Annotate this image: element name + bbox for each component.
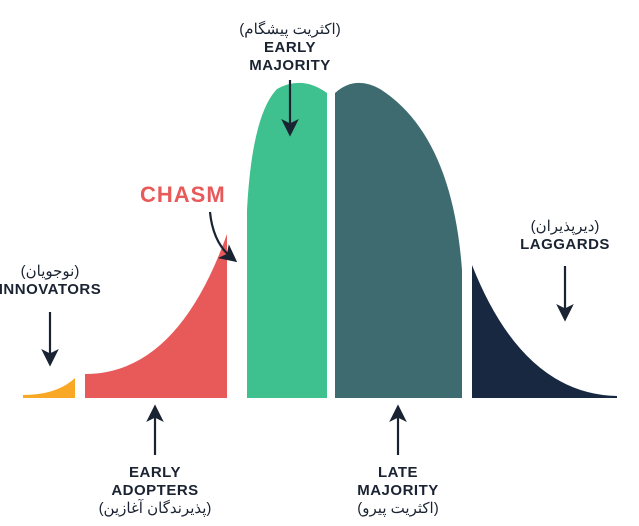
label-early-adopters: EARLYADOPTERS (پذیرندگان آغازین) — [65, 464, 245, 518]
segment-innovators — [23, 378, 75, 398]
chasm-text: CHASM — [140, 182, 226, 207]
chasm-label: CHASM — [140, 182, 226, 208]
segment-early_adopters — [85, 234, 227, 398]
segment-laggards — [472, 265, 617, 398]
segment-early_majority — [247, 83, 327, 398]
label-late-majority: LATEMAJORITY (اکثریت پیرو) — [323, 464, 473, 518]
label-innovators-english: INNOVATORS — [0, 281, 110, 299]
label-laggards-persian: (دیرپذیران) — [500, 218, 630, 236]
label-laggards: (دیرپذیران) LAGGARDS — [500, 218, 630, 254]
label-early-majority-english: EARLYMAJORITY — [205, 39, 375, 75]
label-early-adopters-persian: (پذیرندگان آغازین) — [65, 500, 245, 518]
label-late-majority-persian: (اکثریت پیرو) — [323, 500, 473, 518]
segment-late_majority — [335, 83, 462, 398]
label-late-majority-english: LATEMAJORITY — [323, 464, 473, 500]
label-early-majority: (اکثریت پیشگام) EARLYMAJORITY — [205, 21, 375, 75]
label-laggards-english: LAGGARDS — [500, 236, 630, 254]
label-early-adopters-english: EARLYADOPTERS — [65, 464, 245, 500]
label-early-majority-persian: (اکثریت پیشگام) — [205, 21, 375, 39]
label-innovators: (نوجویان) INNOVATORS — [0, 263, 110, 299]
label-innovators-persian: (نوجویان) — [0, 263, 110, 281]
